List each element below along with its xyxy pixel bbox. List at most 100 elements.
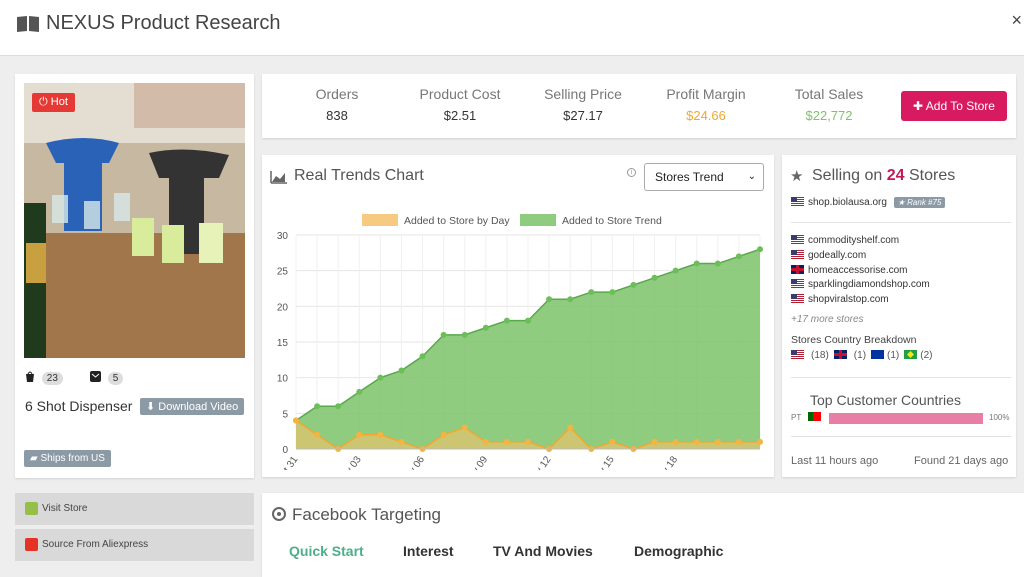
br-flag-icon <box>904 350 918 359</box>
metric-label: Total Sales <box>794 86 864 102</box>
country-row: PT 100% <box>791 412 1016 426</box>
aliexpress-icon <box>25 538 38 551</box>
trend-point <box>546 296 553 303</box>
stores-title-suffix: Stores <box>908 167 956 184</box>
us-flag-icon <box>791 294 804 304</box>
country-code: PT <box>791 413 802 422</box>
stores-title-prefix: Selling on <box>812 167 883 184</box>
country-progress-fill <box>829 413 983 424</box>
metric-value: $2.51 <box>443 108 477 123</box>
pt-flag-icon <box>808 412 822 421</box>
y-tick-label: 10 <box>277 374 289 385</box>
ships-from-button[interactable]: ▰ Ships from US <box>24 450 111 467</box>
book-icon <box>17 16 39 32</box>
content-area: ⏻ Hot 23 5 6 Shot Dispenser ⬇ Download V… <box>0 56 1024 577</box>
rank-badge: ★ Rank #75 <box>893 197 946 208</box>
x-tick-label: Nov 03 <box>337 454 364 470</box>
by-day-point <box>525 438 531 445</box>
by-day-point <box>377 431 384 438</box>
ships-label: Ships from US <box>40 453 105 464</box>
x-tick-label: Nov 18 <box>653 454 680 470</box>
legend-swatch <box>520 214 556 226</box>
source-label: Source From Aliexpress <box>42 539 149 550</box>
store-name: homeaccessorise.com <box>808 264 908 276</box>
store-item[interactable]: homeaccessorise.com <box>791 264 908 276</box>
download-label: Download Video <box>158 401 239 413</box>
gb-flag-icon <box>791 264 804 274</box>
by-day-point <box>567 424 574 431</box>
page-title: NEXUS Product Research <box>46 12 281 34</box>
store-item[interactable]: godeally.com <box>791 249 866 261</box>
store-item[interactable]: shopviralstop.com <box>791 294 889 305</box>
metric-value: $27.17 <box>563 108 603 123</box>
legend-label: Added to Store by Day <box>404 215 510 227</box>
store-item[interactable]: commodityshelf.com <box>791 235 899 246</box>
x-tick-label: Nov 15 <box>590 454 617 470</box>
x-tick-label: Nov 12 <box>526 454 553 470</box>
top-store[interactable]: shop.biolausa.org ★ Rank #75 <box>791 197 946 208</box>
trend-point <box>525 317 531 324</box>
chart-title: Real Trends Chart <box>294 167 424 184</box>
ads-chip: 5 <box>90 371 124 387</box>
metric-label: Profit Margin <box>666 86 746 102</box>
x-tick-label: Nov 09 <box>463 454 490 470</box>
add-to-store-button[interactable]: ✚ Add To Store <box>901 91 1007 121</box>
y-tick-label: 5 <box>282 409 288 420</box>
source-aliexpress-button[interactable]: Source From Aliexpress <box>15 529 254 561</box>
x-tick-label: Nov 06 <box>400 454 427 470</box>
us-flag-icon <box>791 197 804 206</box>
breakdown-count: (18) <box>811 350 829 361</box>
tab-tv-and-movies[interactable]: TV And Movies <box>493 543 593 559</box>
metric-selling-price: Selling Price $27.17 <box>528 86 638 123</box>
metric-value: 838 <box>326 108 348 123</box>
metric-label: Product Cost <box>419 86 501 102</box>
trend-select-value: Stores Trend <box>655 170 724 184</box>
y-tick-label: 0 <box>282 445 288 456</box>
by-day-point <box>503 438 510 445</box>
metrics-card: Orders 838 Product Cost $2.51 Selling Price $… <box>262 74 1016 138</box>
product-image[interactable]: ⏻ Hot <box>24 83 245 358</box>
country-progress-bar <box>829 413 983 424</box>
tab-interest[interactable]: Interest <box>403 543 454 559</box>
metric-label: Orders <box>315 86 359 102</box>
trend-point <box>714 260 721 267</box>
y-tick-label: 15 <box>277 338 289 349</box>
trend-area <box>296 249 760 449</box>
metric-total-sales: Total Sales $22,772 <box>774 86 884 123</box>
store-name: commodityshelf.com <box>808 235 900 246</box>
trend-select[interactable]: Stores Trend ⌄ <box>644 163 764 191</box>
trend-point <box>757 246 763 253</box>
by-day-point <box>672 438 679 445</box>
close-icon[interactable]: × <box>1011 10 1022 30</box>
trends-chart-card: Real Trends Chart i Stores Trend ⌄ Added… <box>262 155 774 477</box>
trend-point <box>735 253 742 260</box>
top-countries-title: Top Customer Countries <box>810 392 961 408</box>
y-tick-label: 20 <box>277 302 289 313</box>
tab-demographic[interactable]: Demographic <box>634 543 724 559</box>
rank-label: Rank #75 <box>907 198 942 207</box>
legend-swatch <box>362 214 398 226</box>
trend-point <box>651 274 658 281</box>
info-icon[interactable]: i <box>627 168 636 177</box>
trend-point <box>609 289 616 296</box>
store-item[interactable]: sparklingdiamondshop.com <box>791 279 930 290</box>
metric-product-cost: Product Cost $2.51 <box>405 86 515 123</box>
visit-store-button[interactable]: Visit Store <box>15 493 254 525</box>
star-icon: ★ <box>790 168 804 185</box>
chevron-down-icon: ⌄ <box>747 171 756 182</box>
download-video-button[interactable]: ⬇ Download Video <box>140 398 245 415</box>
trend-point <box>693 260 700 267</box>
tab-quick-start[interactable]: Quick Start <box>289 543 364 559</box>
product-card: ⏻ Hot 23 5 6 Shot Dispenser ⬇ Download V… <box>15 74 254 478</box>
divider <box>791 436 1011 437</box>
by-day-point <box>693 438 700 445</box>
metric-value: $22,772 <box>805 108 853 123</box>
by-day-point <box>356 431 363 438</box>
more-stores-link[interactable]: +17 more stores <box>791 314 864 325</box>
breakdown-count: (1) <box>853 350 867 361</box>
breakdown-count: (1) <box>887 350 900 361</box>
breakdown-count: (2) <box>920 350 933 361</box>
top-store-name: shop.biolausa.org <box>808 197 887 208</box>
visit-store-label: Visit Store <box>42 503 88 514</box>
trend-point <box>482 324 489 331</box>
